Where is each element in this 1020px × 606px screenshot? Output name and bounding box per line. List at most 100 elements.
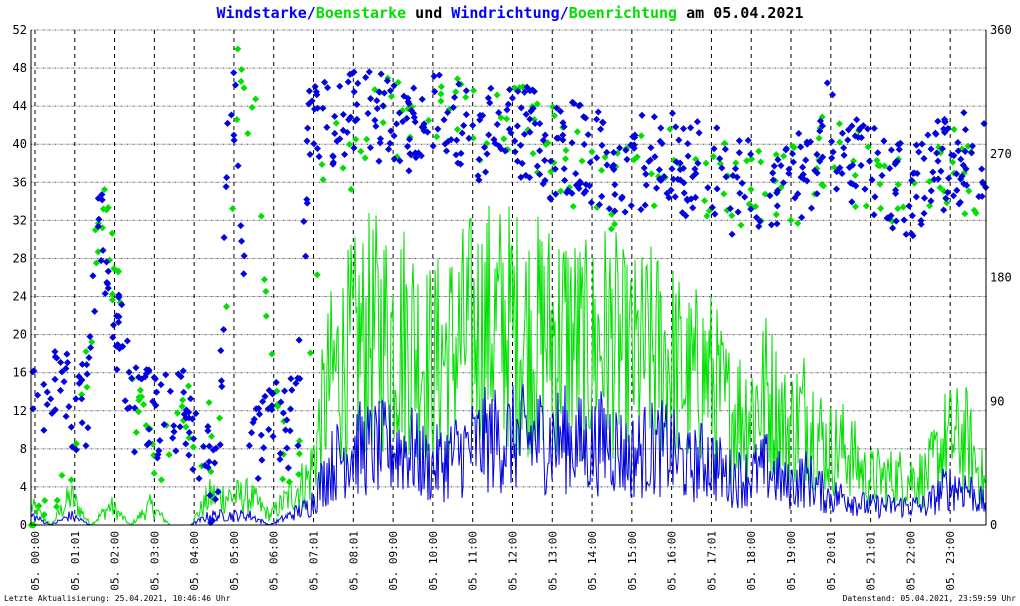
windrichtung-point [937, 167, 945, 175]
windrichtung-point [580, 113, 588, 121]
windrichtung-point [594, 108, 602, 116]
boenrichtung-point [295, 470, 303, 478]
boenrichtung-point [780, 152, 788, 160]
boenrichtung-point [182, 423, 190, 431]
windrichtung-point [190, 435, 198, 443]
windrichtung-point [462, 87, 470, 95]
windrichtung-point [375, 88, 383, 96]
windrichtung-point [960, 109, 968, 117]
windrichtung-point [868, 176, 876, 184]
x-tick-label: 05. 21:01 [865, 531, 878, 591]
windrichtung-point [849, 161, 857, 169]
windrichtung-point [490, 136, 498, 144]
windrichtung-point [277, 398, 285, 406]
windrichtung-point [306, 150, 314, 158]
windrichtung-point [486, 99, 494, 107]
windrichtung-point [586, 158, 594, 166]
boenrichtung-point [295, 450, 303, 458]
x-tick-label: 05. 09:00 [387, 531, 400, 591]
windrichtung-point [859, 122, 867, 130]
windrichtung-point [286, 405, 295, 413]
boenrichtung-point [285, 478, 293, 486]
boenrichtung-point [702, 159, 710, 167]
x-tick-label: 05. 19:00 [785, 531, 798, 591]
windrichtung-point [844, 126, 853, 134]
windrichtung-point [211, 459, 219, 467]
windrichtung-point [305, 87, 313, 95]
windrichtung-point [603, 148, 611, 156]
boenrichtung-point [363, 135, 371, 143]
boenrichtung-point [752, 203, 760, 211]
windrichtung-point [205, 442, 213, 450]
boenrichtung-point [747, 186, 755, 194]
windrichtung-point [852, 182, 860, 190]
boenrichtung-point [229, 205, 237, 213]
boenrichtung-point [238, 65, 246, 74]
windrichtung-point [495, 109, 503, 117]
windrichtung-point [223, 174, 231, 182]
y-left-tick-label: 0 [20, 518, 27, 532]
windrichtung-point [434, 125, 442, 133]
windrichtung-point [377, 70, 385, 78]
windrichtung-point [420, 127, 428, 135]
windrichtung-point [942, 195, 950, 203]
boenrichtung-point [503, 115, 511, 123]
windrichtung-point [511, 137, 519, 145]
y-left-tick-label: 16 [13, 366, 27, 380]
windrichtung-point [680, 189, 688, 197]
windrichtung-point [259, 397, 267, 406]
windrichtung-point [605, 205, 613, 213]
windrichtung-point [303, 137, 311, 145]
windrichtung-point [458, 129, 466, 137]
windrichtung-point [647, 144, 655, 152]
windrichtung-point [892, 217, 900, 225]
windrichtung-point [816, 117, 824, 125]
windrichtung-point [476, 116, 484, 124]
windrichtung-point [529, 104, 537, 112]
y-left-tick-label: 44 [13, 99, 27, 113]
boenrichtung-point [92, 259, 100, 267]
windrichtung-point [162, 371, 170, 379]
windrichtung-point [945, 174, 953, 182]
boenrichtung-point [876, 180, 884, 188]
boenrichtung-point [561, 155, 570, 163]
x-tick-label: 05. 12:00 [506, 531, 519, 591]
y-left-tick-label: 12 [13, 404, 27, 418]
x-tick-label: 05. 23:00 [944, 531, 957, 591]
windrichtung-point [67, 423, 75, 431]
windrichtung-point [40, 426, 48, 434]
windrichtung-point [386, 87, 395, 95]
boenrichtung-point [469, 134, 477, 142]
boenrichtung-point [650, 202, 658, 210]
windrichtung-point [303, 195, 311, 204]
windrichtung-point [950, 152, 958, 160]
windrichtung-point [908, 176, 916, 184]
windrichtung-point [676, 166, 684, 174]
boenrichtung-point [234, 45, 242, 53]
boenrichtung-point [703, 212, 711, 220]
windrichtung-point [561, 176, 569, 184]
windrichtung-point [371, 116, 379, 124]
windrichtung-point [217, 377, 225, 385]
windrichtung-point [980, 120, 988, 128]
windrichtung-point [629, 133, 637, 141]
windrichtung-point [857, 134, 865, 142]
boenrichtung-point [132, 428, 140, 436]
windrichtung-point [953, 186, 961, 194]
boenrichtung-point [529, 149, 537, 158]
windrichtung-point [595, 201, 604, 209]
boenrichtung-point [836, 138, 844, 146]
windrichtung-point [557, 107, 565, 115]
windrichtung-point [101, 289, 109, 298]
windrichtung-point [109, 333, 117, 341]
windrichtung-point [838, 129, 846, 137]
windrichtung-point [933, 149, 941, 157]
windrichtung-point [350, 144, 358, 152]
windrichtung-point [98, 191, 106, 199]
windrichtung-point [802, 156, 810, 164]
windrichtung-point [676, 159, 684, 167]
boenrichtung-point [965, 187, 973, 195]
windrichtung-point [627, 202, 635, 210]
boenrichtung-point [35, 502, 43, 510]
windrichtung-point [216, 441, 224, 449]
